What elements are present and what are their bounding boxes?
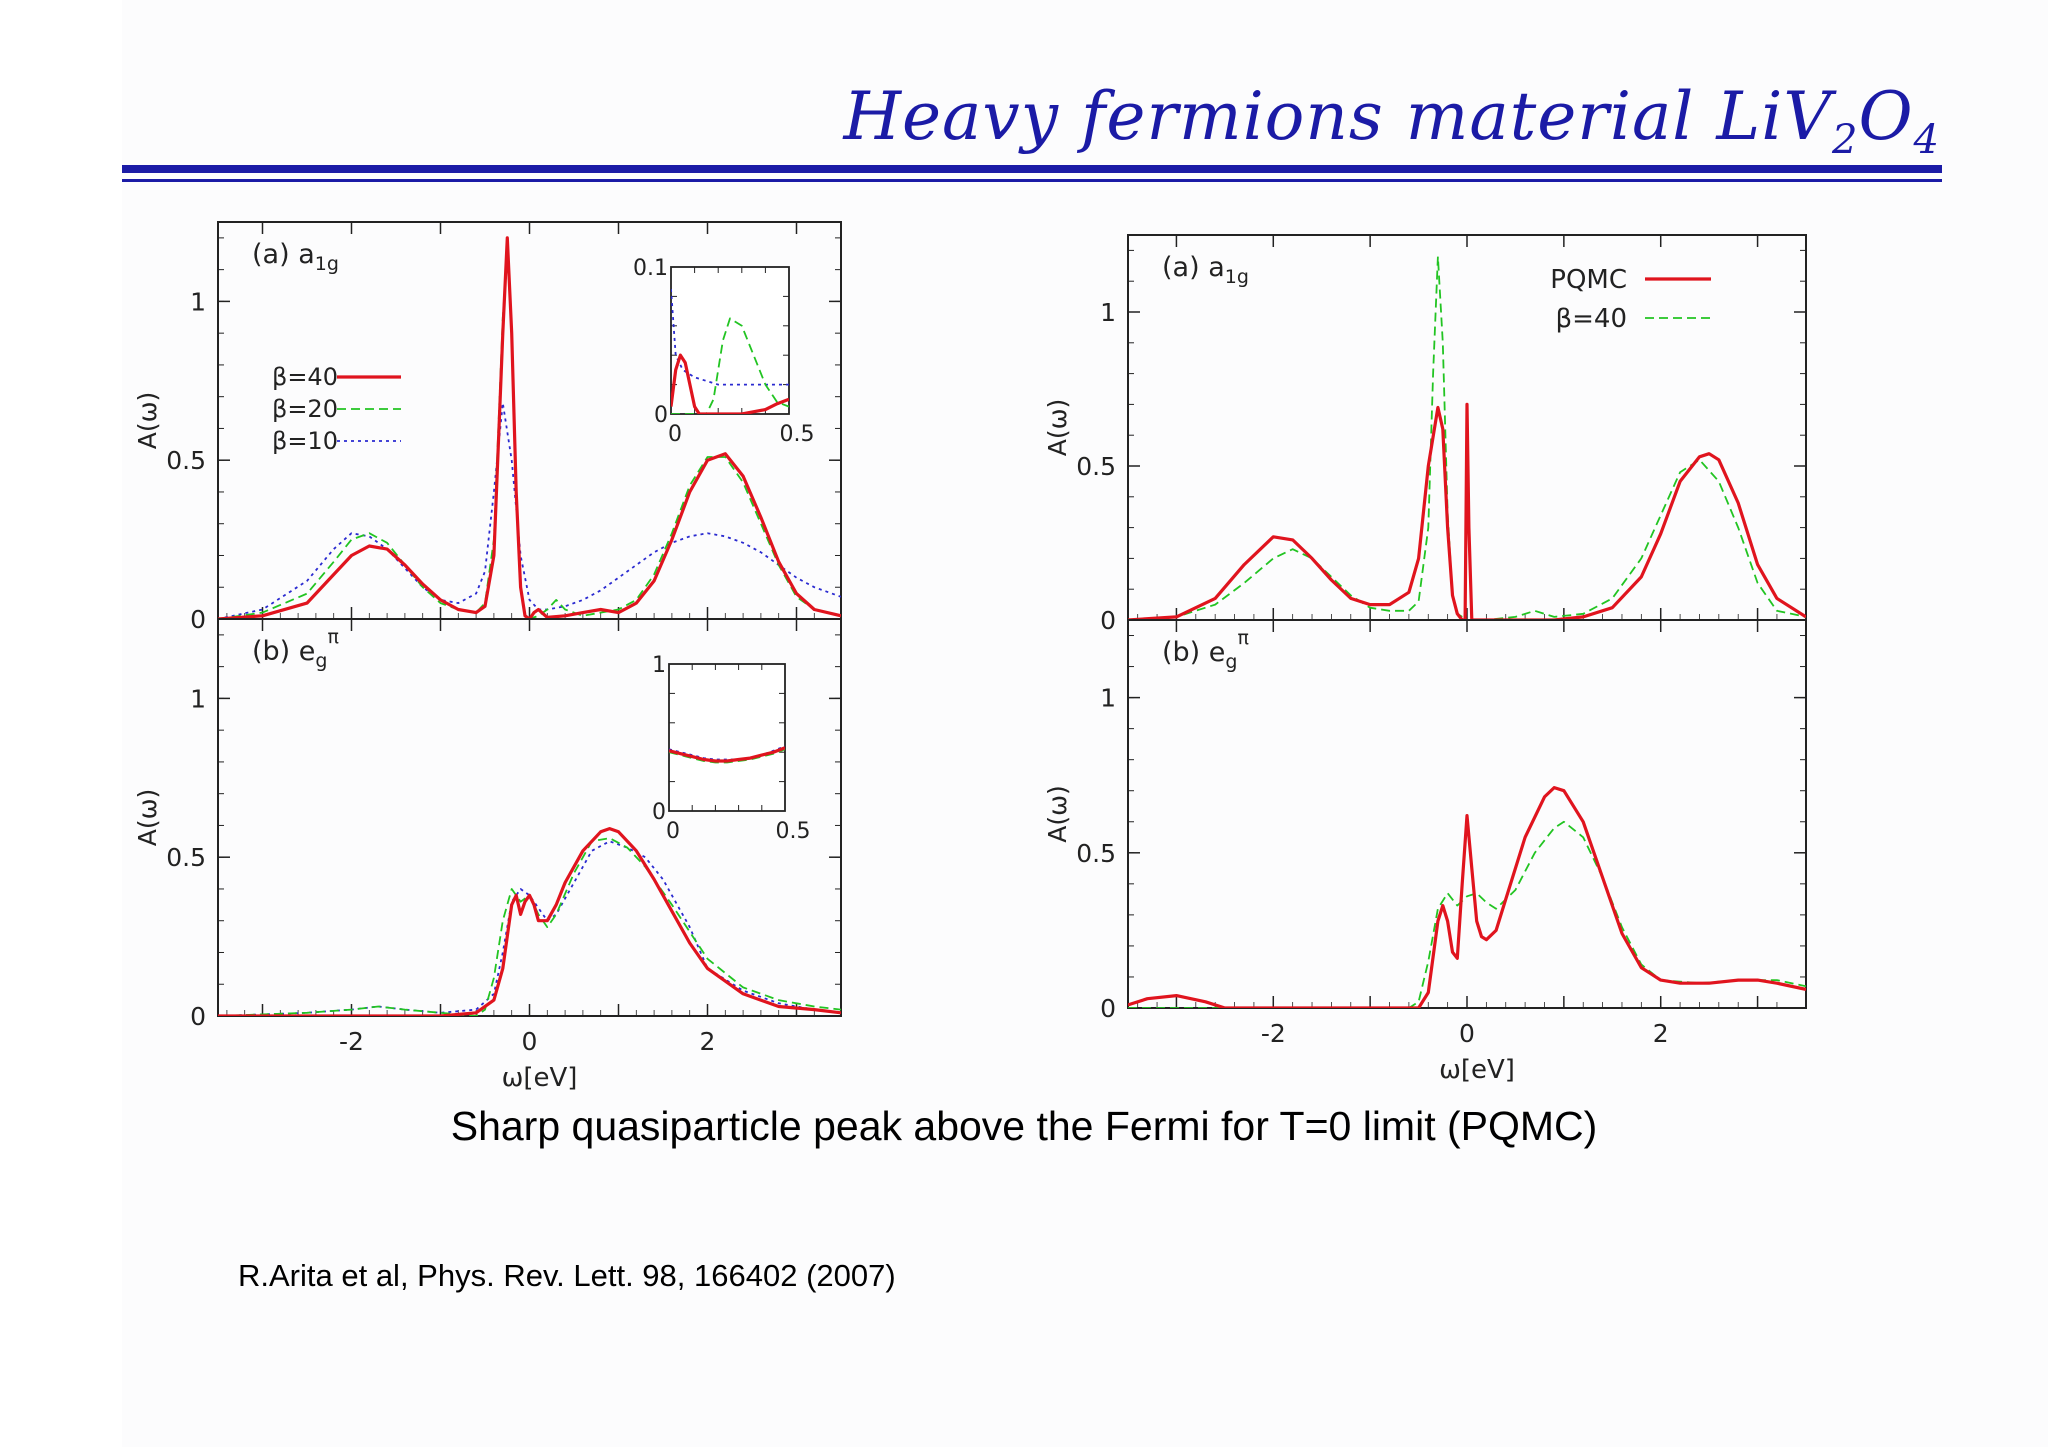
y-axis-label: A(ω) xyxy=(133,392,162,450)
x-tick-label: 2 xyxy=(1653,1019,1669,1048)
x-tick-label: -2 xyxy=(339,1027,364,1056)
panel-label: (a) a1g xyxy=(252,239,339,275)
inset-y-tick-label: 1 xyxy=(652,653,666,678)
y-tick-label: 1 xyxy=(1100,298,1116,327)
legend-label: β=40 xyxy=(1556,304,1627,334)
inset-y-tick-label: 0.1 xyxy=(633,256,668,281)
series-line-β=40 xyxy=(1128,820,1806,1008)
inset-x-tick-label: 0 xyxy=(666,819,680,844)
y-tick-label: 0 xyxy=(1100,994,1116,1023)
slide-background xyxy=(122,0,2048,1447)
y-tick-label: 0 xyxy=(190,1002,206,1031)
inset-x-tick-label: 0.5 xyxy=(780,422,815,447)
inset-series-group xyxy=(669,745,785,764)
y-tick-label: 0.5 xyxy=(166,446,206,475)
x-tick-label: 0 xyxy=(522,1027,538,1056)
y-axis-label: A(ω) xyxy=(133,789,162,847)
x-tick-label: -2 xyxy=(1261,1019,1286,1048)
chart-panel-right-eg: 0 0.5 1 -2 0 2 A(ω) ω[eV] (b) egπ xyxy=(1043,619,1807,1085)
citation-reference: R.Arita et al, Phys. Rev. Lett. 98, 1664… xyxy=(238,1258,896,1293)
y-tick-label: 0.5 xyxy=(1076,452,1116,481)
inset-x-tick-label: 0.5 xyxy=(776,819,811,844)
series-line-PQMC xyxy=(1128,402,1806,620)
legend-label: β=40 xyxy=(272,363,338,391)
panel-label: (b) egπ xyxy=(1162,627,1249,673)
series-group xyxy=(218,236,841,619)
y-tick-label: 0.5 xyxy=(1076,839,1116,868)
series-line-β=10 xyxy=(218,840,841,1016)
series-group xyxy=(218,827,841,1016)
y-axis-label: A(ω) xyxy=(1043,399,1072,457)
x-tick-label: 0 xyxy=(1459,1019,1475,1048)
y-tick-label: 1 xyxy=(1100,684,1116,713)
y-tick-label: 0 xyxy=(190,605,206,634)
title-rule-thin xyxy=(122,179,1942,182)
inset-x-tick-label: 0 xyxy=(668,422,682,447)
chart-panel-left-eg: 0 0.5 1 -2 0 2 A(ω) ω[eV] (b) egπ 0 1 0 0.5 xyxy=(133,618,842,1093)
inset-series-line-β=40 xyxy=(669,746,785,763)
chart-panel-right-a1g: 0 0.5 1 A(ω) (a) a1g PQMC β=40 xyxy=(1043,234,1807,635)
inset-left-a1g: 0 0.1 0 0.5 xyxy=(633,256,815,447)
inset-left-eg: 0 1 0 0.5 xyxy=(652,653,811,844)
series-line-β=40 xyxy=(218,236,841,619)
legend-label: PQMC xyxy=(1550,265,1627,295)
inset-y-tick-label: 0 xyxy=(652,800,666,825)
slide-title: Heavy fermions material LiV2O4 xyxy=(843,78,1940,163)
inset-y-tick-label: 0 xyxy=(654,403,668,428)
series-group xyxy=(1128,255,1806,620)
series-line-PQMC xyxy=(1128,786,1806,1008)
y-axis-label: A(ω) xyxy=(1043,785,1072,843)
series-line-β=20 xyxy=(218,837,841,1016)
inset-series-line-β=40 xyxy=(671,353,789,414)
panel-label: (b) egπ xyxy=(252,626,339,672)
series-line-β=40 xyxy=(218,827,841,1016)
x-tick-label: 2 xyxy=(700,1027,716,1056)
inset-series-group xyxy=(671,289,789,414)
y-tick-label: 0.5 xyxy=(166,843,206,872)
series-line-β=20 xyxy=(218,252,841,619)
chart-panel-left-a1g: 0 0.5 1 A(ω) (a) a1g β=40 β=20 β=10 0 0.1 0 0.5 xyxy=(133,221,842,634)
inset-frame xyxy=(668,663,786,812)
panel-label: (a) a1g xyxy=(1162,252,1249,288)
title-rule-thick xyxy=(122,165,1942,173)
inset-frame xyxy=(670,266,790,415)
series-line-β=10 xyxy=(218,402,841,619)
inset-series-line-β=20 xyxy=(671,317,789,414)
series-group xyxy=(1128,786,1806,1008)
y-tick-label: 1 xyxy=(190,684,206,713)
slide-caption: Sharp quasiparticle peak above the Fermi… xyxy=(450,1103,1598,1149)
y-tick-label: 0 xyxy=(1100,606,1116,635)
x-axis-label: ω[eV] xyxy=(502,1063,578,1093)
x-axis-label: ω[eV] xyxy=(1439,1055,1515,1085)
legend-label: β=10 xyxy=(272,427,338,455)
legend-label: β=20 xyxy=(272,395,338,423)
y-tick-label: 1 xyxy=(190,287,206,316)
